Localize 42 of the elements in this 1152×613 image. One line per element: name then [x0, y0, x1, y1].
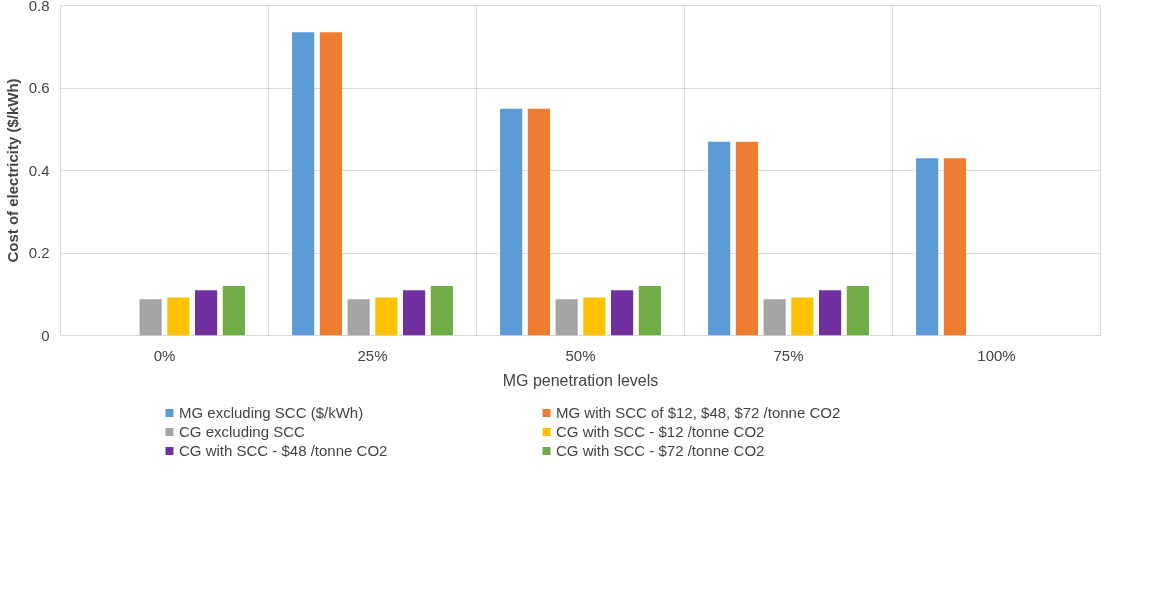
bar [500, 108, 523, 336]
bar [916, 158, 939, 336]
legend-label: CG with SCC - $48 /tonne CO2 [178, 441, 389, 459]
bar [735, 141, 758, 336]
x-axis-title: MG penetration levels [502, 371, 659, 389]
y-tick-label: 0.4 [28, 161, 50, 179]
y-tick-label: 0.2 [28, 244, 50, 261]
legend-label: CG with SCC - $12 /tonne CO2 [555, 422, 766, 440]
y-tick-label: 0.6 [28, 79, 50, 96]
x-tick-label: 50% [565, 346, 596, 364]
x-tick-label: 0% [153, 346, 176, 364]
bar [638, 286, 661, 336]
bar [555, 299, 578, 336]
y-tick-label: 0 [41, 326, 50, 344]
bar [527, 108, 550, 336]
bar [403, 290, 426, 336]
bar [611, 290, 634, 336]
bar [763, 299, 786, 336]
x-tick-label: 100% [977, 346, 1016, 364]
bar [292, 32, 315, 336]
bar [375, 297, 398, 336]
bar [819, 290, 842, 336]
bar [139, 299, 162, 336]
bar [791, 297, 814, 336]
legend-label: CG with SCC - $72 /tonne CO2 [555, 441, 766, 459]
y-axis-title: Cost of electricity ($/kWh) [3, 78, 21, 263]
bar [583, 297, 606, 336]
bar [319, 32, 342, 336]
bar [708, 141, 731, 336]
legend-label: CG excluding SCC [178, 422, 306, 440]
x-tick-label: 75% [773, 346, 804, 364]
bar [167, 297, 190, 336]
legend-label: MG excluding SCC ($/kWh) [178, 403, 365, 421]
bar [347, 299, 370, 336]
bar [195, 290, 218, 336]
y-tick-label: 0.8 [28, 0, 50, 14]
x-tick-label: 25% [357, 346, 388, 364]
bar [846, 286, 869, 336]
bar [943, 158, 966, 336]
bar [222, 286, 245, 336]
legend-label: MG with SCC of $12, $48, $72 /tonne CO2 [555, 403, 842, 421]
bar [430, 286, 453, 336]
